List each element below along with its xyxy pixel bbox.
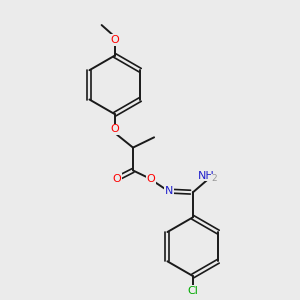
Text: O: O bbox=[110, 124, 119, 134]
Text: 2: 2 bbox=[212, 174, 217, 183]
Text: NH: NH bbox=[198, 171, 215, 181]
Text: O: O bbox=[112, 174, 121, 184]
Text: Cl: Cl bbox=[188, 286, 198, 296]
Text: N: N bbox=[165, 186, 173, 196]
Text: O: O bbox=[147, 174, 155, 184]
Text: O: O bbox=[110, 35, 119, 45]
